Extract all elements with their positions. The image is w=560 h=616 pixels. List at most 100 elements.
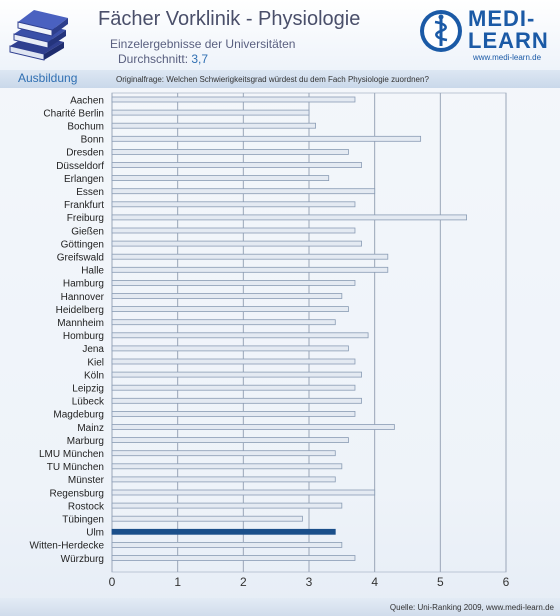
bar-aachen xyxy=(111,96,356,103)
bar-bonn xyxy=(111,135,422,142)
x-tick-labels: 0 1 2 3 4 5 6 xyxy=(109,575,510,589)
x-tick-label: 3 xyxy=(306,575,313,589)
bar-ulm xyxy=(111,528,336,535)
bar-erlangen xyxy=(111,175,330,181)
bar-leipzig xyxy=(111,384,356,391)
bar-magdeburg xyxy=(111,410,356,417)
bar-dresden xyxy=(111,149,349,155)
bar-charité-berlin xyxy=(111,109,310,116)
bar-regensburg xyxy=(111,489,376,496)
category-label: Heidelberg xyxy=(56,305,104,316)
bar-köln xyxy=(111,371,362,378)
x-tick-label: 0 xyxy=(109,575,116,589)
bar-freiburg xyxy=(111,214,468,221)
category-label: Marburg xyxy=(67,436,104,447)
bar-witten-herdecke xyxy=(111,541,343,548)
category-label: Göttingen xyxy=(61,239,104,250)
bar-essen xyxy=(111,188,376,195)
category-label: Kiel xyxy=(87,357,104,368)
source-note: Quelle: Uni-Ranking 2009, www.medi-learn… xyxy=(389,603,554,612)
bar-tübingen xyxy=(111,515,303,522)
category-label: Münster xyxy=(68,475,105,486)
x-tick-label: 1 xyxy=(174,575,181,589)
category-label: Gießen xyxy=(71,226,104,237)
category-label: Greifswald xyxy=(57,253,104,264)
logo-url[interactable]: www.medi-learn.de xyxy=(473,53,542,62)
category-label: Jena xyxy=(82,344,104,355)
bar-frankfurt xyxy=(111,201,356,208)
category-label: Charité Berlin xyxy=(43,108,104,119)
category-label: Hannover xyxy=(61,292,105,303)
category-label: Ulm xyxy=(86,528,104,539)
category-label: Aachen xyxy=(70,95,104,106)
bar-mannheim xyxy=(111,319,336,326)
category-label: Freiburg xyxy=(67,213,104,224)
bar-düsseldorf xyxy=(111,162,362,168)
bar-greifswald xyxy=(111,253,389,260)
x-tick-label: 5 xyxy=(437,575,444,589)
x-tick-label: 2 xyxy=(240,575,247,589)
section-bar xyxy=(0,70,560,88)
page-title: Fächer Vorklinik - Physiologie xyxy=(98,8,361,30)
bar-tu-münchen xyxy=(111,463,343,470)
header: Fächer Vorklinik - Physiologie Einzelerg… xyxy=(0,0,560,70)
bar-homburg xyxy=(111,332,369,339)
bar-lübeck xyxy=(111,397,362,404)
average-value: 3,7 xyxy=(191,52,209,66)
category-label: Homburg xyxy=(63,331,104,342)
question-text: Originalfrage: Welchen Schwierigkeitsgra… xyxy=(116,75,429,84)
category-label: Hamburg xyxy=(63,279,104,290)
category-label: Regensburg xyxy=(50,488,104,499)
x-tick-label: 6 xyxy=(503,575,510,589)
bar-chart: Aachen Charité Berlin Bochum Bonn Dresden Düs… xyxy=(30,92,510,589)
category-labels: Aachen Charité Berlin Bochum Bonn Dresden Düs… xyxy=(30,95,105,565)
bar-mainz xyxy=(111,424,395,430)
category-label: Leipzig xyxy=(72,384,104,395)
category-label: Witten-Herdecke xyxy=(30,541,105,552)
category-label: Düsseldorf xyxy=(56,161,104,172)
bar-halle xyxy=(111,266,389,273)
category-label: Mannheim xyxy=(57,318,104,329)
books-icon xyxy=(9,10,68,61)
bar-kiel xyxy=(111,358,356,365)
category-label: TU München xyxy=(47,462,104,473)
category-label: Frankfurt xyxy=(64,200,104,211)
bar-heidelberg xyxy=(111,306,349,313)
category-label: Erlangen xyxy=(64,174,104,185)
category-label: Mainz xyxy=(77,423,104,434)
category-label: Lübeck xyxy=(72,397,105,408)
bar-münster xyxy=(111,476,336,483)
category-label: Bonn xyxy=(81,135,104,146)
medi-learn-logo-icon xyxy=(420,10,462,52)
bar-bochum xyxy=(111,122,316,129)
category-label: Magdeburg xyxy=(53,410,104,421)
bar-würzburg xyxy=(111,555,356,561)
category-label: Dresden xyxy=(66,148,104,159)
bar-marburg xyxy=(111,437,349,444)
bar-lmu-münchen xyxy=(111,450,336,457)
category-label: Rostock xyxy=(68,501,105,512)
bar-jena xyxy=(111,345,349,352)
bar-hannover xyxy=(111,293,343,299)
bars xyxy=(111,96,468,561)
category-label: Tübingen xyxy=(62,515,104,526)
category-label: LMU München xyxy=(39,449,104,460)
x-tick-label: 4 xyxy=(371,575,378,589)
category-label: Essen xyxy=(76,187,104,198)
footer-bar xyxy=(0,598,560,616)
bar-göttingen xyxy=(111,240,362,247)
category-label: Halle xyxy=(81,266,104,277)
category-label: Köln xyxy=(84,370,104,381)
category-label: Würzburg xyxy=(61,554,104,565)
logo-text-bottom: LEARN xyxy=(468,28,549,53)
bar-rostock xyxy=(111,502,343,509)
average-label: Durchschnitt: xyxy=(118,52,189,66)
category-label: Bochum xyxy=(67,122,104,133)
logo-text-top: MEDI- xyxy=(468,6,536,31)
average-line: Durchschnitt: 3,7 xyxy=(118,52,208,66)
bar-gie-en xyxy=(111,227,356,234)
subtitle: Einzelergebnisse der Universitäten xyxy=(110,37,296,51)
bar-hamburg xyxy=(111,279,356,286)
section-label: Ausbildung xyxy=(18,71,78,85)
